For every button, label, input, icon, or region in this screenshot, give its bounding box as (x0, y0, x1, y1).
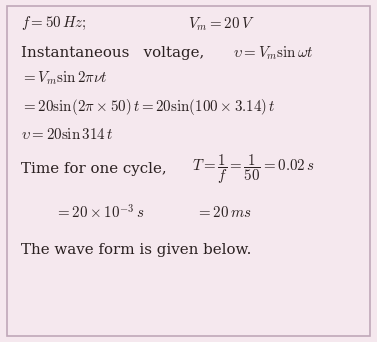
Text: $\mathit{T} = \dfrac{1}{\mathit{f}} = \dfrac{1}{50} = 0.02\,\mathit{s}$: $\mathit{T} = \dfrac{1}{\mathit{f}} = \d… (192, 153, 314, 186)
Text: $= 20\sin(2\pi\times50)\,t = 20\sin(100\times3.14)\,t$: $= 20\sin(2\pi\times50)\,t = 20\sin(100\… (21, 97, 275, 117)
Text: $\mathit{\upsilon} = \mathit{V}_{\mathit{m}} \sin \omega \mathit{t}$: $\mathit{\upsilon} = \mathit{V}_{\mathit… (233, 44, 314, 62)
Text: $= \mathit{V}_{\mathit{m}} \sin 2\pi\mathit{\nu t}$: $= \mathit{V}_{\mathit{m}} \sin 2\pi\mat… (21, 70, 107, 88)
Text: $\mathit{V}_{\mathit{m}} = 20\,V$: $\mathit{V}_{\mathit{m}} = 20\,V$ (188, 15, 255, 33)
Text: $= 20\,\mathit{ms}$: $= 20\,\mathit{ms}$ (196, 205, 251, 220)
Text: The wave form is given below.: The wave form is given below. (21, 244, 251, 257)
Text: Instantaneous   voltage,: Instantaneous voltage, (21, 46, 204, 60)
Text: Time for one cycle,: Time for one cycle, (21, 162, 166, 176)
Text: $\mathit{f} = 50\,Hz;$: $\mathit{f} = 50\,Hz;$ (21, 15, 86, 32)
Text: $= 20\times10^{-3}\,\mathit{s}$: $= 20\times10^{-3}\,\mathit{s}$ (55, 204, 144, 222)
Text: $\mathit{\upsilon} = 20 \sin 314\,t$: $\mathit{\upsilon} = 20 \sin 314\,t$ (21, 127, 113, 142)
